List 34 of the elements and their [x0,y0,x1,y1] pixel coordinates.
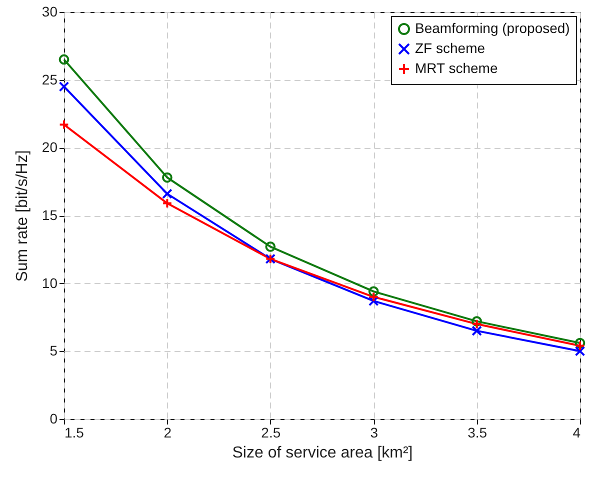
x-tick-label: 1.5 [64,424,84,440]
y-tick-label: 15 [42,207,58,223]
y-tick-label: 5 [50,342,58,359]
point [58,54,70,65]
x-tick-label: 2.5 [261,424,281,440]
legend-label: MRT scheme [415,60,498,76]
y-tick-label: 0 [50,410,58,426]
point [472,318,482,330]
point [472,316,482,326]
point [58,81,70,92]
x-tick-label: 3 [370,424,378,440]
x-tick-label: 4 [572,424,581,440]
y-axis-title: Sum rate [bit/s/Hz] [14,150,31,282]
point [574,340,586,351]
point [162,172,172,183]
point [368,296,379,306]
point [472,326,482,336]
y-tick-label: 30 [42,4,58,20]
x-tick-label: 2 [164,424,172,440]
y-tick-label: 20 [42,139,58,156]
y-tick-label: 25 [42,71,58,88]
x-axis-title: Size of service area [km²] [232,444,413,462]
point [162,188,172,199]
legend-label: Beamforming (proposed) [415,20,570,36]
point [58,119,70,130]
point [574,338,586,348]
point [368,286,379,297]
legend-label: ZF scheme [415,40,486,56]
point [574,346,586,356]
point [162,198,172,208]
y-tick-label: 10 [42,274,58,291]
x-tick-label: 3.5 [468,424,488,440]
point [368,292,379,302]
point [265,242,276,252]
